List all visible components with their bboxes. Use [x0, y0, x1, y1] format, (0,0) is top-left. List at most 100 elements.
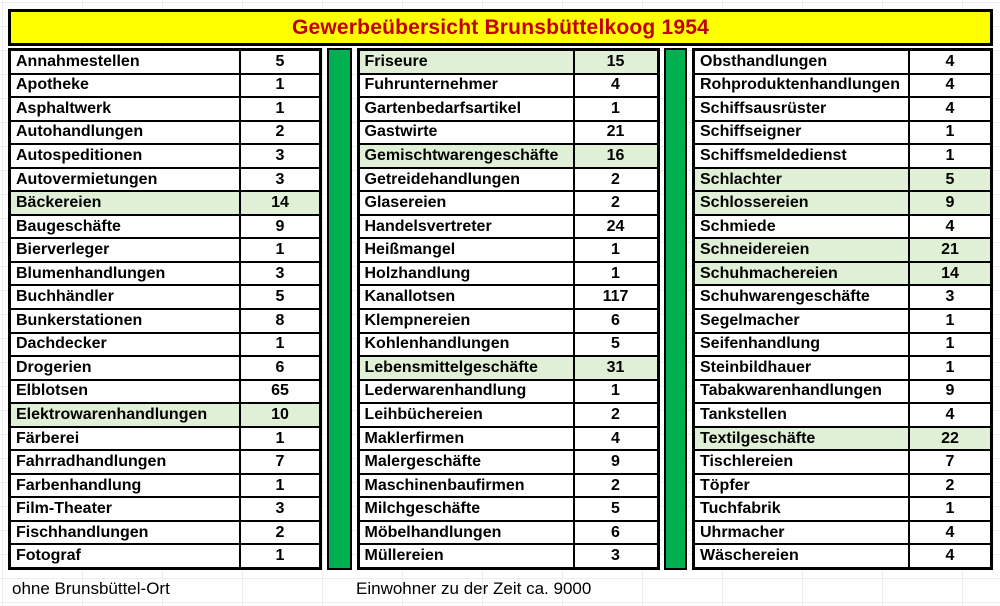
table-row: Apotheke 1 [11, 74, 319, 99]
table-row: Schiffseigner 1 [695, 121, 990, 146]
business-type-cell: Heißmangel [360, 239, 575, 261]
business-type-cell: Gastwirte [360, 121, 575, 144]
count-cell: 1 [611, 99, 620, 117]
business-type-cell: Autohandlungen [11, 121, 241, 144]
business-type-cell: Film-Theater [11, 498, 241, 520]
business-type-cell: Getreidehandlungen [360, 168, 575, 191]
business-type-cell: Dachdecker [11, 333, 241, 356]
business-type-cell: Schneidereien [695, 239, 910, 261]
count-cell: 4 [945, 52, 955, 70]
count-cell: 1 [275, 476, 285, 494]
footer-note-left: ohne Brunsbüttel-Ort [12, 579, 170, 598]
business-type-cell: Lebensmittelgeschäfte [360, 357, 575, 379]
table-row: Baugeschäfte 9 [11, 215, 319, 240]
table-row: Farbenhandlung 1 [11, 474, 319, 499]
count-cell: 5 [275, 288, 285, 306]
table-row: Kanallotsen 117 [359, 286, 657, 311]
table-row: Schiffsmeldedienst 1 [695, 145, 990, 169]
table-row: Handelsvertreter 24 [359, 215, 657, 240]
table-row: Müllereien 3 [360, 545, 657, 568]
business-type-cell: Fischhandlungen [11, 521, 241, 544]
count-cell: 5 [611, 335, 620, 353]
count-cell: 24 [606, 217, 625, 235]
count-cell: 3 [275, 146, 285, 164]
business-type-cell: Schuhmachereien [695, 262, 910, 285]
table-row: Bäckereien 14 [11, 192, 319, 216]
count-cell: 1 [945, 311, 955, 329]
column-group-3: Obsthandlungen 4 Rohproduktenhandlungen 4 Sc… [692, 48, 993, 570]
count-cell: 1 [945, 146, 955, 164]
business-type-cell: Segelmacher [695, 310, 910, 332]
table-row: Glasereien 2 [359, 192, 657, 216]
business-type-cell: Autovermietungen [11, 168, 241, 191]
count-cell: 1 [611, 241, 620, 259]
table-row: Tischlereien 7 [695, 451, 990, 475]
business-type-cell: Asphaltwerk [11, 98, 241, 120]
count-cell: 1 [945, 123, 955, 141]
table-row: Malergeschäfte 9 [359, 451, 657, 475]
count-cell: 4 [945, 547, 955, 565]
count-cell: 4 [945, 76, 955, 94]
table-row: Bierverleger 1 [11, 239, 319, 263]
count-cell: 2 [611, 476, 620, 494]
table-row: Gemischtwarengeschäfte 16 [359, 145, 657, 169]
count-cell: 4 [945, 405, 955, 423]
count-cell: 8 [275, 311, 285, 329]
business-type-cell: Apotheke [11, 74, 241, 97]
business-type-cell: Elblotsen [11, 380, 241, 403]
table-row: Getreidehandlungen 2 [359, 168, 657, 193]
business-type-cell: Bierverleger [11, 239, 241, 261]
business-type-cell: Wäschereien [695, 545, 910, 568]
business-type-cell: Leihbüchereien [360, 404, 575, 426]
count-cell: 16 [606, 146, 625, 164]
business-type-cell: Malergeschäfte [360, 451, 575, 473]
count-cell: 5 [275, 52, 285, 70]
count-cell: 2 [275, 523, 285, 541]
footer-note-right: Einwohner zu der Zeit ca. 9000 [356, 579, 592, 598]
table-row: Möbelhandlungen 6 [359, 521, 657, 546]
count-cell: 2 [611, 170, 620, 188]
business-type-cell: Gartenbedarfsartikel [360, 98, 575, 120]
business-type-cell: Annahmestellen [11, 51, 241, 73]
count-cell: 4 [945, 217, 955, 235]
table-row: Schneidereien 21 [695, 239, 990, 263]
count-cell: 14 [271, 194, 289, 212]
business-type-cell: Bunkerstationen [11, 310, 241, 332]
column-group-1: Annahmestellen 5 Apotheke 1 Asphaltwerk 1 Auto… [8, 48, 322, 570]
business-type-cell: Uhrmacher [695, 521, 910, 544]
separator-bar-2 [664, 48, 688, 570]
count-cell: 21 [941, 241, 959, 259]
business-type-cell: Baugeschäfte [11, 215, 241, 238]
table-row: Fahrradhandlungen 7 [11, 451, 319, 475]
count-cell: 1 [611, 382, 620, 400]
table-row: Schlachter 5 [695, 168, 990, 193]
count-cell: 10 [271, 405, 289, 423]
table-row: Lederwarenhandlung 1 [359, 380, 657, 405]
table-row: Steinbildhauer 1 [695, 357, 990, 381]
count-cell: 15 [606, 52, 625, 70]
count-cell: 1 [275, 241, 285, 259]
count-cell: 3 [275, 170, 285, 188]
table-row: Lebensmittelgeschäfte 31 [359, 357, 657, 381]
business-type-cell: Maschinenbaufirmen [360, 474, 575, 497]
table-row: Segelmacher 1 [695, 310, 990, 334]
count-cell: 6 [275, 358, 285, 376]
count-cell: 7 [275, 453, 285, 471]
business-type-cell: Textilgeschäfte [695, 427, 910, 450]
table-row: Elblotsen 65 [11, 380, 319, 405]
business-type-cell: Drogerien [11, 357, 241, 379]
table-row: Tabakwarenhandlungen 9 [695, 380, 990, 405]
business-type-cell: Schlachter [695, 168, 910, 191]
table-row: Drogerien 6 [11, 357, 319, 381]
count-cell: 1 [275, 335, 285, 353]
business-type-cell: Blumenhandlungen [11, 262, 241, 285]
business-type-cell: Maklerfirmen [360, 427, 575, 450]
count-cell: 3 [945, 288, 955, 306]
table-row: Fischhandlungen 2 [11, 521, 319, 546]
business-type-cell: Färberei [11, 427, 241, 450]
table-row: Schlossereien 9 [695, 192, 990, 216]
table-row: Rohproduktenhandlungen 4 [695, 74, 990, 99]
table-row: Färberei 1 [11, 427, 319, 452]
business-type-cell: Autospeditionen [11, 145, 241, 167]
table-row: Schiffsausrüster 4 [695, 98, 990, 122]
